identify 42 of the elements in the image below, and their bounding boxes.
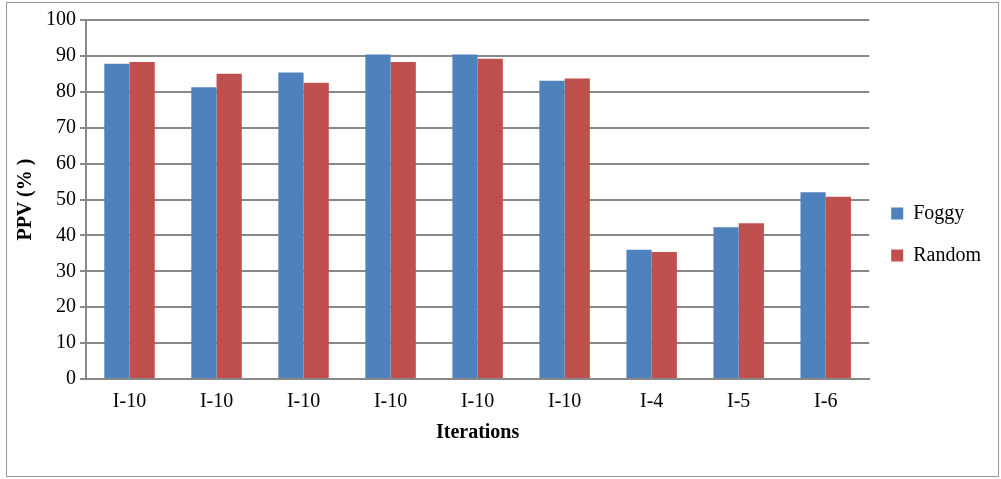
y-tick-label: 90 bbox=[56, 43, 76, 66]
y-tick-label: 100 bbox=[46, 7, 76, 30]
bar bbox=[800, 192, 826, 378]
x-tick-label: I-5 bbox=[727, 389, 751, 412]
x-tick-label: I-10 bbox=[199, 389, 234, 412]
x-tick-label: I-10 bbox=[286, 389, 321, 412]
legend-label: Random bbox=[913, 242, 982, 265]
bar bbox=[713, 227, 739, 378]
bar bbox=[452, 54, 478, 378]
bar bbox=[216, 73, 242, 378]
bar bbox=[303, 82, 329, 378]
bar bbox=[365, 54, 391, 378]
bar bbox=[278, 72, 304, 378]
bar bbox=[539, 80, 565, 378]
bar bbox=[129, 62, 155, 378]
x-tick-label: I-6 bbox=[814, 389, 838, 412]
x-tick-label: I-4 bbox=[640, 389, 664, 412]
x-tick-label: I-10 bbox=[460, 389, 495, 412]
y-tick-label: 80 bbox=[56, 79, 76, 102]
bar bbox=[477, 58, 503, 378]
x-tick-label: I-10 bbox=[373, 389, 408, 412]
x-tick-label: I-10 bbox=[112, 389, 147, 412]
bar bbox=[104, 63, 130, 378]
y-tick-label: 70 bbox=[56, 114, 76, 137]
bar bbox=[738, 223, 764, 378]
y-tick-label: 60 bbox=[56, 150, 76, 173]
bar bbox=[626, 249, 652, 378]
bar bbox=[390, 62, 416, 378]
y-tick-label: 0 bbox=[66, 366, 76, 389]
y-tick-label: 40 bbox=[56, 222, 76, 245]
x-axis-title: Iterations bbox=[435, 420, 520, 443]
y-axis-title: PPV (% ) bbox=[13, 158, 37, 241]
y-tick-label: 30 bbox=[56, 258, 76, 281]
y-tick-label: 20 bbox=[56, 294, 76, 317]
bar bbox=[651, 251, 677, 378]
x-tick-label: I-10 bbox=[547, 389, 582, 412]
bar bbox=[564, 78, 590, 378]
y-tick-label: 10 bbox=[56, 330, 76, 353]
y-tick-label: 50 bbox=[56, 186, 76, 209]
bar bbox=[191, 87, 217, 378]
legend-label: Foggy bbox=[913, 200, 965, 224]
bar bbox=[825, 196, 851, 378]
